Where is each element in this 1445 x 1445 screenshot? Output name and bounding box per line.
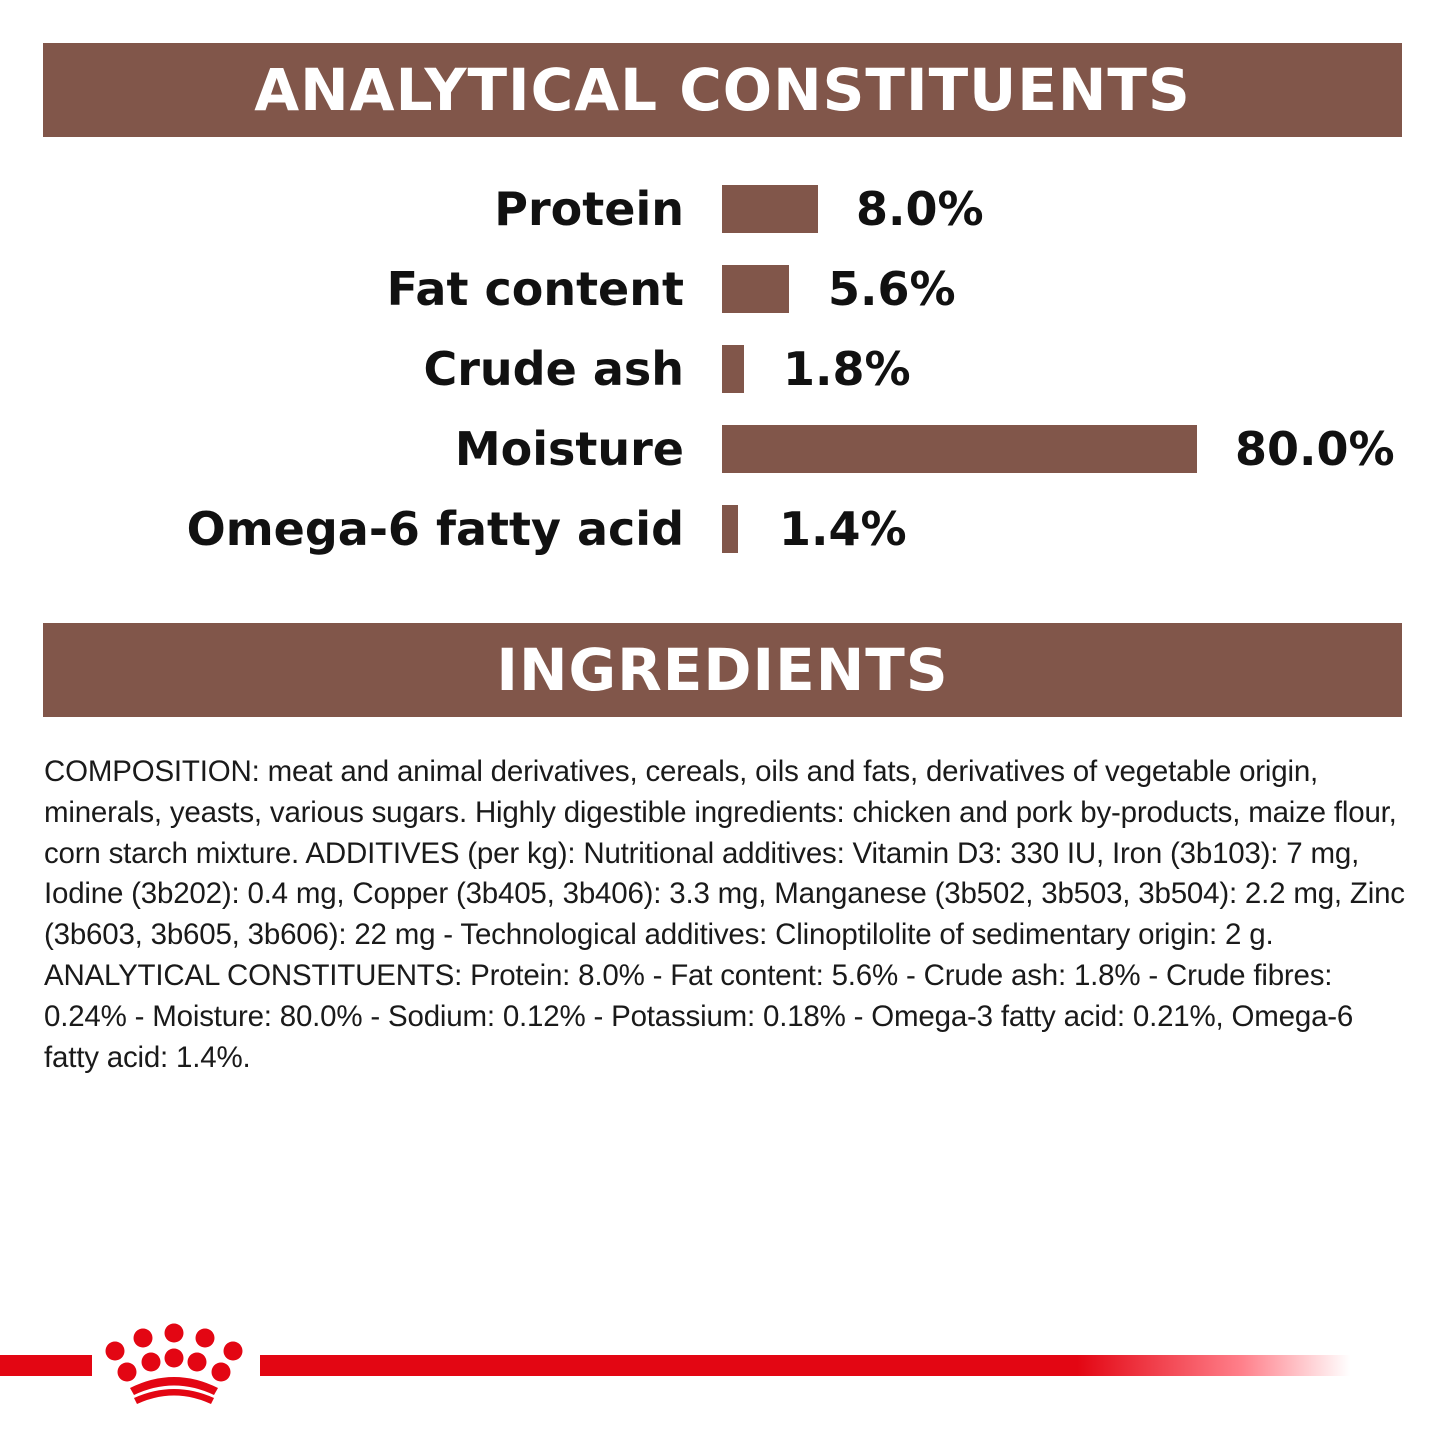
ingredients-header: INGREDIENTS [43, 623, 1402, 717]
bar [722, 265, 789, 313]
chart-row-omega6: Omega-6 fatty acid 1.4% [0, 505, 1445, 553]
row-value: 1.8% [783, 342, 911, 396]
row-label: Moisture [454, 422, 684, 476]
bar [722, 185, 818, 233]
royal-canin-crown-icon [105, 1323, 243, 1404]
chart-row-ash: Crude ash 1.8% [0, 345, 1445, 393]
chart-row-protein: Protein 8.0% [0, 185, 1445, 233]
constituents-header: ANALYTICAL CONSTITUENTS [43, 43, 1402, 137]
row-value: 1.4% [779, 502, 907, 556]
brand-line-left [0, 1355, 92, 1376]
row-label: Protein [494, 182, 684, 236]
bar [722, 425, 1197, 473]
ingredients-text: COMPOSITION: meat and animal derivatives… [44, 755, 1405, 1074]
brand-line-right [260, 1355, 1350, 1376]
row-value: 5.6% [828, 262, 956, 316]
chart-row-fat: Fat content 5.6% [0, 265, 1445, 313]
row-value: 8.0% [856, 182, 984, 236]
bar [722, 505, 738, 553]
chart-row-moisture: Moisture 80.0% [0, 425, 1445, 473]
row-label: Fat content [386, 262, 684, 316]
row-value: 80.0% [1235, 422, 1395, 476]
row-label: Omega-6 fatty acid [186, 502, 684, 556]
row-label: Crude ash [423, 342, 684, 396]
bar [722, 345, 744, 393]
